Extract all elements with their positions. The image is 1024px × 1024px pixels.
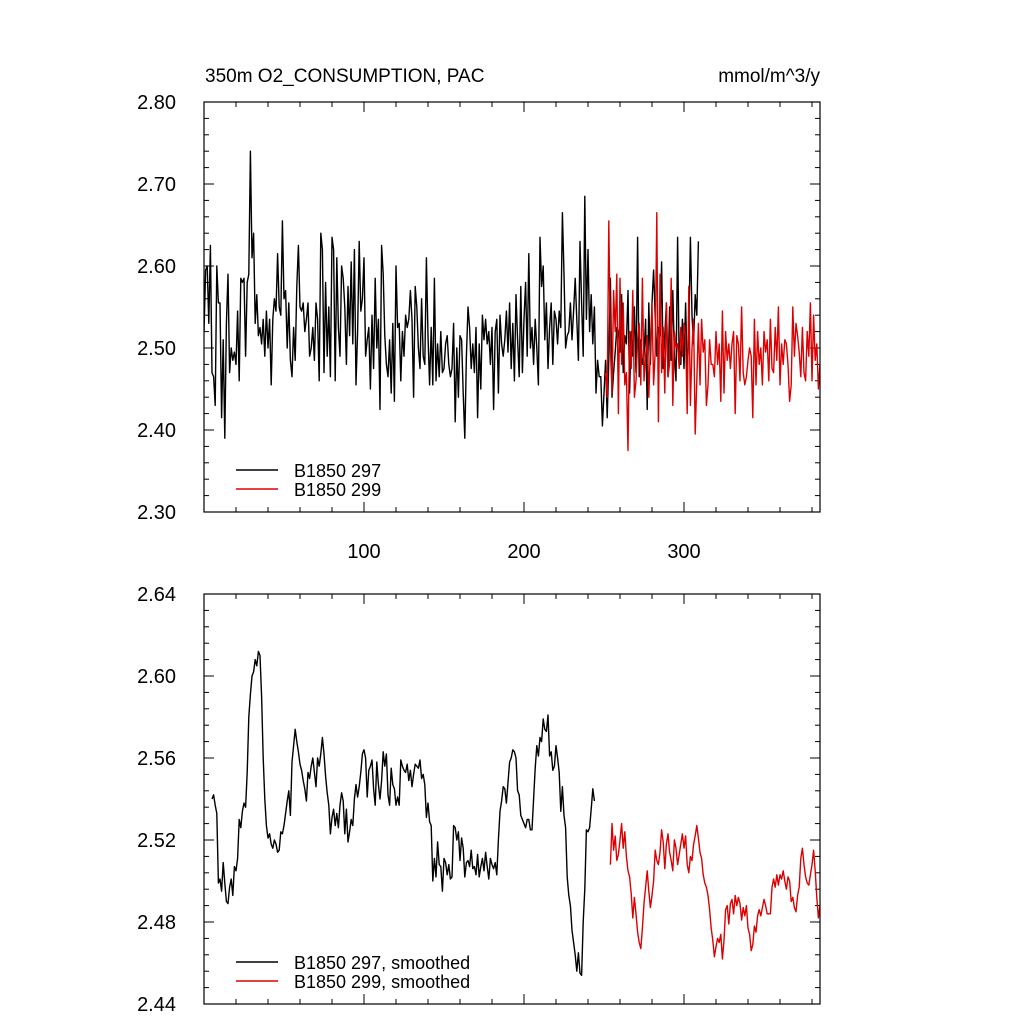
y-tick-label: 2.70: [137, 174, 176, 196]
y-tick-label: 2.44: [137, 994, 176, 1016]
series-line-1: [204, 150, 700, 439]
y-tick-label: 2.64: [137, 584, 176, 606]
legend-label: B1850 297, smoothed: [294, 953, 470, 973]
y-tick-label: 2.52: [137, 830, 176, 852]
series-line-2: [609, 822, 820, 960]
bottom-chart-panel: 2.44 2.48 2.52 2.56 2.60 2.64 B1850 297, smoo…: [137, 584, 821, 1016]
chart-units: mmol/m^3/y: [718, 66, 820, 87]
legend-label: B1850 299: [294, 480, 381, 500]
chart-title: 350m O2_CONSUMPTION, PAC: [205, 66, 484, 87]
y-tick-label: 2.56: [137, 748, 176, 770]
x-tick-label: 100: [347, 541, 380, 563]
series-line-2: [604, 211, 820, 452]
y-tick-label: 2.48: [137, 912, 176, 934]
y-tick-label: 2.30: [137, 502, 176, 524]
y-tick-label: 2.40: [137, 420, 176, 442]
y-tick-label: 2.60: [137, 666, 176, 688]
plot-frame: [203, 593, 821, 1005]
y-tick-label: 2.80: [137, 92, 176, 114]
x-tick-label: 300: [667, 541, 700, 563]
y-tick-label: 2.50: [137, 338, 176, 360]
series-line-1: [211, 650, 596, 976]
legend-label: B1850 297: [294, 461, 381, 481]
legend-label: B1850 299, smoothed: [294, 972, 470, 992]
plot-frame: [203, 101, 821, 513]
y-tick-label: 2.60: [137, 256, 176, 278]
x-tick-label: 200: [507, 541, 540, 563]
top-chart-panel: 350m O2_CONSUMPTION, PAC mmol/m^3/y 2.30…: [137, 66, 821, 563]
